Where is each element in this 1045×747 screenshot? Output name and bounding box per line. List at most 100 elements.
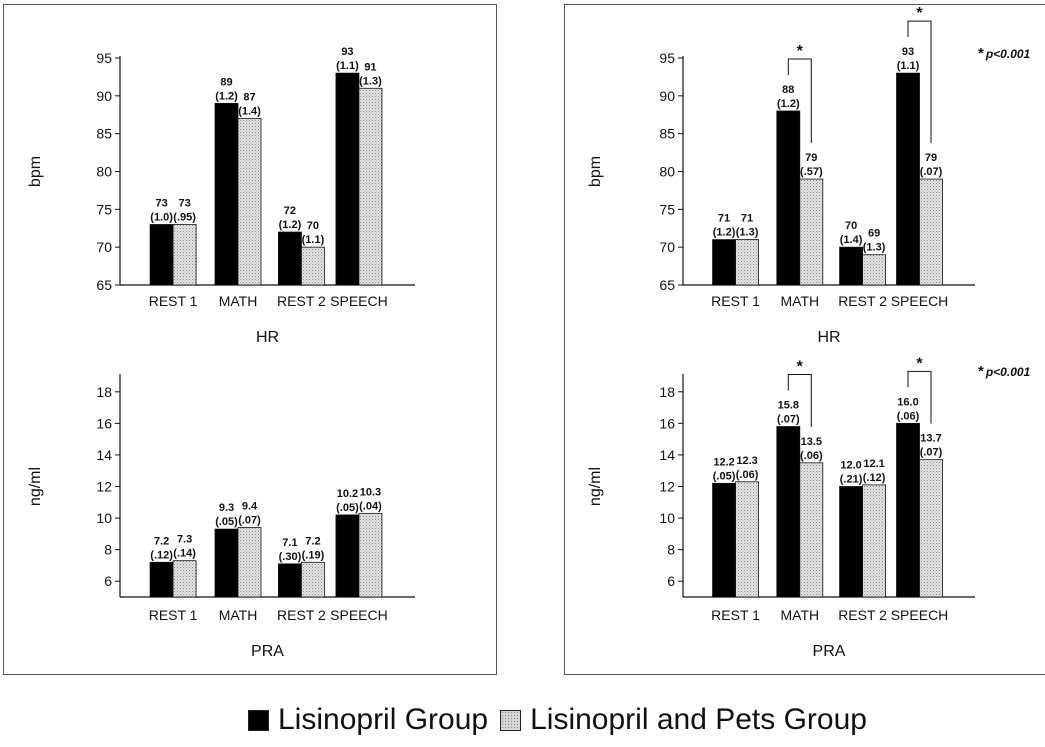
chart1-left-hr-tick-label: 70 bbox=[96, 239, 112, 255]
chart3-left-pra-value-label: 7.2 bbox=[305, 535, 320, 547]
chart2-right-hr-sd-label: (1.4) bbox=[840, 234, 863, 246]
chart1-left-hr-value-label: 87 bbox=[243, 92, 255, 104]
chart2-right-hr-sd-label: (1.2) bbox=[777, 98, 800, 110]
chart3-left-pra-sd-label: (.05) bbox=[336, 502, 359, 514]
chart2-right-hr-value-label: 71 bbox=[718, 213, 730, 225]
chart2-right-hr-title: HR bbox=[817, 329, 840, 346]
chart2-right-hr-bar-math-s2 bbox=[799, 178, 824, 286]
chart4-right-pra-bar-rest-1-s2 bbox=[735, 481, 759, 598]
chart1-left-hr-sd-label: (1.0) bbox=[150, 211, 173, 223]
chart2-right-hr-sd-label: (1.2) bbox=[713, 227, 736, 239]
legend-swatch-lisinopril bbox=[248, 709, 269, 731]
chart4-right-pra-sd-label: (.06) bbox=[800, 450, 823, 462]
chart4-right-pra-value-label: 16.0 bbox=[897, 396, 918, 408]
chart1-left-hr-value-label: 89 bbox=[220, 76, 232, 88]
chart2-right-hr-bar-rest-1-s1 bbox=[712, 239, 736, 286]
chart2-right-hr-sd-label: (1.3) bbox=[863, 242, 886, 254]
chart1-left-hr-title: HR bbox=[256, 329, 279, 346]
chart3-left-pra-tick-label: 18 bbox=[96, 384, 112, 400]
chart2-right-hr-sd-label: (1.1) bbox=[897, 60, 920, 72]
chart3-left-pra-tick-label: 6 bbox=[104, 573, 112, 589]
chart3-left-pra-value-label: 9.4 bbox=[242, 501, 258, 513]
chart4-right-pra-value-label: 12.3 bbox=[736, 455, 757, 467]
chart3-left-pra-tick-label: 10 bbox=[96, 510, 112, 526]
chart2-right-hr-tick-label: 80 bbox=[659, 164, 675, 180]
chart4-right-pra-sd-label: (.07) bbox=[920, 447, 943, 459]
chart2-right-hr-tick-label: 85 bbox=[659, 126, 675, 142]
chart1-left-hr-bar-math-s1 bbox=[214, 103, 239, 286]
chart4-right-pra-sd-label: (.12) bbox=[863, 472, 886, 484]
chart4-right-pra-value-label: 12.2 bbox=[713, 456, 734, 468]
chart4-right-pra-value-label: 12.0 bbox=[840, 460, 861, 472]
chart3-left-pra-tick-label: 16 bbox=[96, 415, 112, 431]
chart2-right-hr-y-axis-label: bpm bbox=[587, 156, 604, 187]
chart2-right-hr-sd-label: (.07) bbox=[920, 166, 943, 178]
chart1-left-hr-sd-label: (.95) bbox=[173, 211, 196, 223]
chart1-left-hr-tick-label: 90 bbox=[96, 88, 112, 104]
chart3-left-pra-sd-label: (.12) bbox=[150, 549, 173, 561]
chart4-right-pra-significance-bracket bbox=[907, 370, 932, 424]
chart2-right-hr-bar-rest-1-s2 bbox=[735, 239, 759, 286]
chart3-left-pra-sd-label: (.19) bbox=[302, 549, 325, 561]
chart4-right-pra-tick-label: 14 bbox=[659, 447, 675, 463]
chart2-right-hr-bar-rest-2-s2 bbox=[862, 254, 886, 286]
chart1-left-hr-value-label: 73 bbox=[178, 197, 190, 209]
chart4-right-pra-sd-label: (.06) bbox=[736, 469, 759, 481]
chart3-left-pra-sd-label: (.04) bbox=[359, 500, 382, 512]
chart1-left-hr-value-label: 72 bbox=[284, 205, 296, 217]
chart2-right-hr-tick-label: 65 bbox=[659, 277, 675, 293]
chart1-left-hr-bar-math-s2 bbox=[237, 118, 262, 286]
chart1-left-hr-sd-label: (1.1) bbox=[302, 234, 325, 246]
chart2-right-hr-bar-math-s1 bbox=[776, 110, 801, 286]
chart2-right-hr-significance-bracket bbox=[907, 20, 932, 144]
chart4-right-pra-bar-speech-s2 bbox=[919, 459, 943, 598]
chart2-right-hr-value-label: 70 bbox=[845, 220, 857, 232]
chart3-left-pra-value-label: 7.2 bbox=[154, 535, 169, 547]
chart1-left-hr-sd-label: (1.3) bbox=[359, 75, 382, 87]
chart4-right-pra-sd-label: (.06) bbox=[897, 410, 920, 422]
chart2-right-hr-tick-label: 95 bbox=[659, 50, 675, 66]
chart2-right-hr-p-value-annotation: * p<0.001 bbox=[978, 45, 1031, 62]
chart1-left-hr-tick-label: 80 bbox=[96, 164, 112, 180]
chart2-right-hr-value-label: 79 bbox=[925, 152, 937, 164]
chart1-left-hr-y-axis-label: bpm bbox=[27, 156, 44, 187]
chart3-left-pra-bar-rest-2-s2 bbox=[301, 561, 325, 598]
chart2-right-hr-bar-speech-s2 bbox=[919, 178, 943, 286]
chart4-right-pra-tick-label: 16 bbox=[659, 415, 675, 431]
chart1-left-hr-tick-label: 75 bbox=[96, 201, 112, 217]
chart4-right-pra-category-label: REST 2 bbox=[838, 607, 887, 623]
chart3-left-pra-bar-speech-s1 bbox=[335, 514, 360, 598]
chart1-left-hr-sd-label: (1.4) bbox=[238, 106, 261, 118]
chart2-right-hr-value-label: 93 bbox=[902, 46, 914, 58]
chart3-left-pra-category-label: REST 2 bbox=[277, 607, 326, 623]
chart4-right-pra-value-label: 13.5 bbox=[801, 436, 822, 448]
chart1-left-hr-category-label: MATH bbox=[219, 293, 258, 309]
chart3-left-pra-bar-speech-s2 bbox=[358, 512, 383, 598]
chart4-right-pra-significance-bracket bbox=[787, 374, 812, 427]
chart4-right-pra-tick-label: 12 bbox=[659, 479, 675, 495]
legend-label-lisinopril: Lisinopril Group bbox=[278, 703, 489, 736]
chart2-right-hr-significance-star: * bbox=[797, 43, 804, 60]
chart4-right-pra-bar-math-s1 bbox=[776, 426, 801, 598]
chart4-right-pra-significance-star: * bbox=[797, 359, 804, 376]
chart1-left-hr-bar-speech-s2 bbox=[358, 87, 383, 286]
chart1-left-hr-sd-label: (1.2) bbox=[215, 90, 238, 102]
chart3-left-pra-value-label: 10.2 bbox=[337, 488, 358, 500]
chart4-right-pra-value-label: 12.1 bbox=[863, 458, 884, 470]
charts-canvas: 65 70 75 80 85 90 95 bpm 73 (1.0) 73 (.95) REST 1 89 (… bbox=[27, 5, 1031, 660]
chart3-left-pra-bar-rest-1-s1 bbox=[149, 561, 174, 598]
chart3-left-pra-category-label: REST 1 bbox=[149, 607, 198, 623]
chart4-right-pra-sd-label: (.05) bbox=[713, 470, 736, 482]
chart1-left-hr-bar-rest-2-s1 bbox=[278, 231, 302, 286]
chart4-right-pra-bar-rest-2-s1 bbox=[839, 486, 863, 598]
chart3-left-pra-value-label: 10.3 bbox=[360, 486, 381, 498]
chart3-left-pra-sd-label: (.05) bbox=[215, 516, 238, 528]
chart4-right-pra-bar-rest-1-s1 bbox=[712, 482, 736, 598]
chart4-right-pra-tick-label: 8 bbox=[667, 542, 675, 558]
chart3-left-pra-sd-label: (.30) bbox=[279, 551, 302, 563]
chart2-right-hr-value-label: 71 bbox=[741, 213, 753, 225]
chart1-left-hr-tick-label: 65 bbox=[96, 277, 112, 293]
chart3-left-pra-bar-math-s2 bbox=[237, 527, 262, 598]
chart4-right-pra-sd-label: (.07) bbox=[777, 414, 800, 426]
chart2-right-hr-value-label: 69 bbox=[868, 228, 880, 240]
